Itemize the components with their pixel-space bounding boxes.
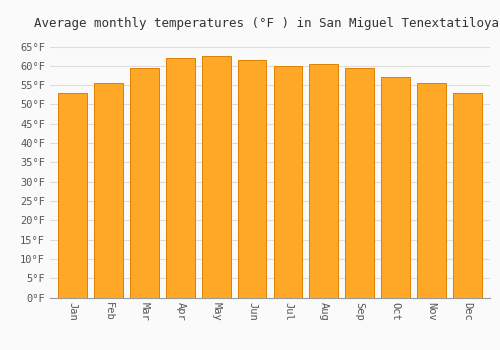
Bar: [453, 93, 482, 298]
Bar: [238, 60, 266, 298]
Bar: [274, 66, 302, 297]
Bar: [310, 64, 338, 298]
Bar: [130, 68, 159, 298]
Bar: [202, 56, 230, 298]
Bar: [58, 93, 87, 298]
Bar: [381, 77, 410, 298]
Title: Average monthly temperatures (°F ) in San Miguel Tenextatiloyan: Average monthly temperatures (°F ) in Sa…: [34, 17, 500, 30]
Bar: [417, 83, 446, 298]
Bar: [346, 68, 374, 298]
Bar: [94, 83, 123, 298]
Bar: [166, 58, 194, 298]
